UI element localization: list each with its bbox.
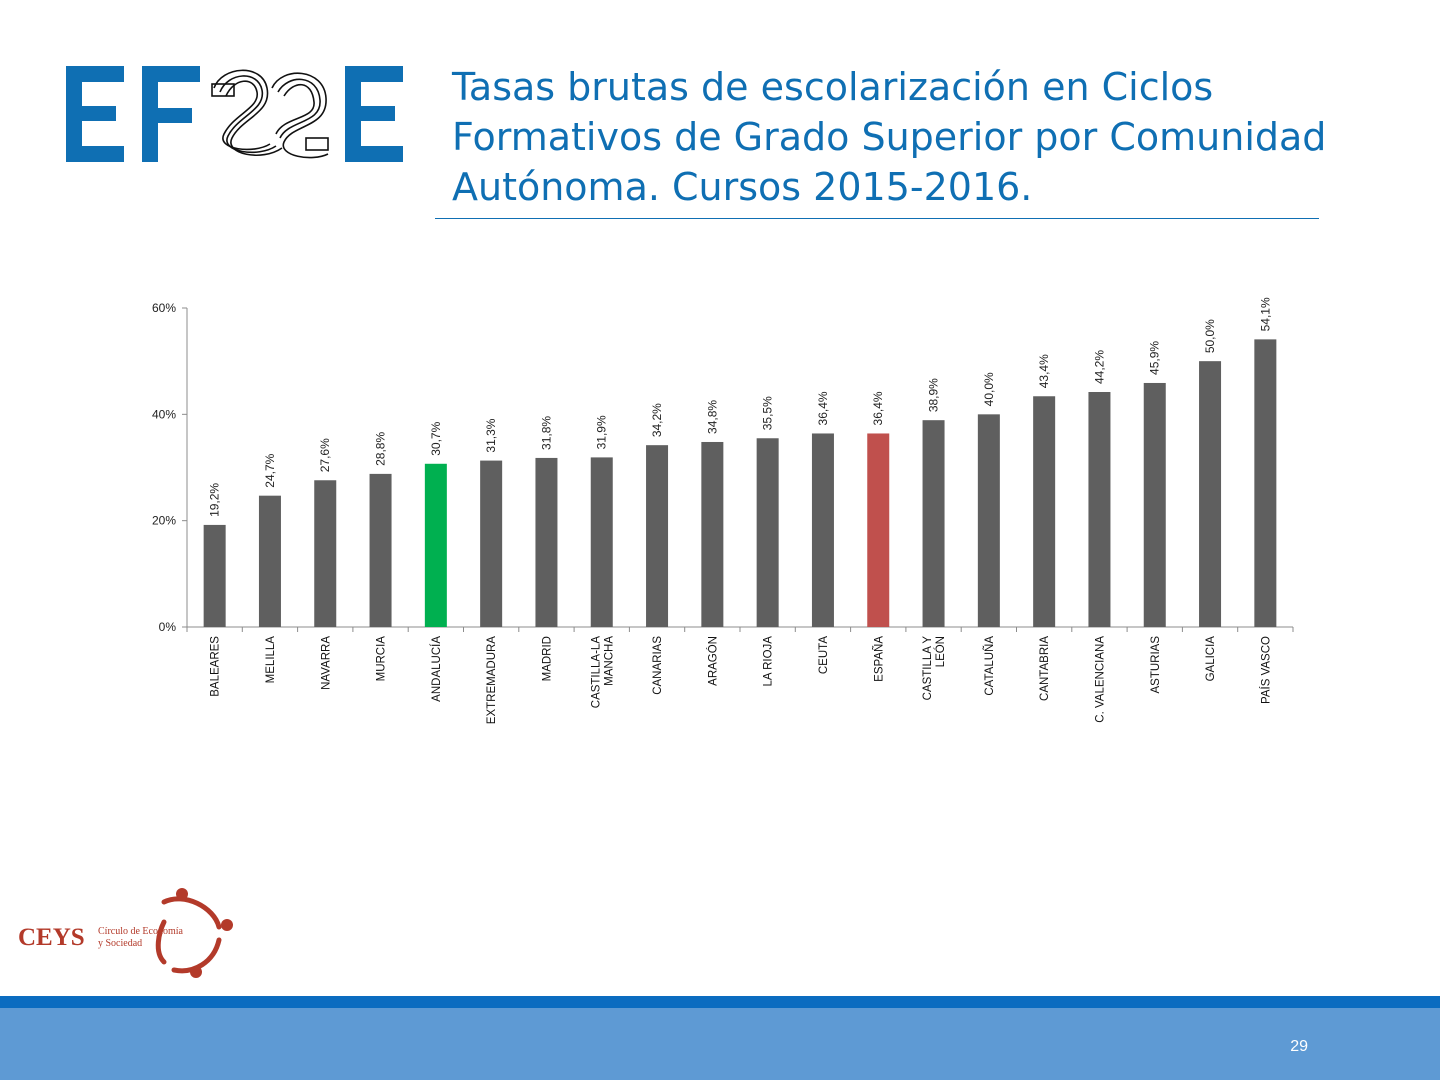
category-label: CATALUÑA xyxy=(983,636,996,696)
bar-data-label: 45,9% xyxy=(1148,341,1162,375)
category-label: MADRID xyxy=(541,636,553,681)
category-label: EXTREMADURA xyxy=(486,636,498,725)
category-label: LEÓN xyxy=(934,636,947,667)
category-label: GALICIA xyxy=(1205,636,1217,682)
bar-data-label: 43,4% xyxy=(1037,354,1051,388)
bar xyxy=(922,420,945,627)
bar xyxy=(867,433,890,627)
ceys-dot-right xyxy=(221,919,233,931)
chart-category-labels: BALEARES MELILLA NAVARRA MURCIA ANDALUCÍA EXT… xyxy=(210,636,1273,725)
y-tick-label: 0% xyxy=(159,620,177,634)
slide-title: Tasas brutas de escolarización en Ciclos… xyxy=(452,62,1332,212)
bar-data-label: 36,4% xyxy=(816,391,830,425)
bar-data-label: 54,1% xyxy=(1258,297,1272,331)
category-label: BALEARES xyxy=(210,636,222,697)
efse-logo xyxy=(66,66,403,162)
bar xyxy=(756,438,779,627)
bar-data-label: 50,0% xyxy=(1203,319,1217,353)
bar xyxy=(1033,396,1056,627)
bar-data-label: 34,2% xyxy=(650,403,664,437)
title-line-2: Formativos de Grado Superior por Comunid… xyxy=(452,115,1327,159)
bar xyxy=(535,457,558,627)
ceys-line-1: Círculo de Economía xyxy=(98,926,184,937)
bar-data-label: 40,0% xyxy=(982,372,996,406)
category-label: PAÍS VASCO xyxy=(1259,636,1272,704)
category-label: NAVARRA xyxy=(320,636,332,690)
y-tick-label: 60% xyxy=(152,301,176,315)
chart-data-labels: 19,2% 24,7% 27,6% 28,8% 30,7% 31,3% 31,8% 31,9%… xyxy=(208,297,1273,517)
ceys-dot-bottom xyxy=(190,966,202,978)
bar-data-label: 31,8% xyxy=(539,416,553,450)
title-line-3: Autónoma. Cursos 2015-2016. xyxy=(452,165,1033,209)
category-label: CASTILLA-LA xyxy=(590,636,602,709)
category-label: ARAGÓN xyxy=(706,636,719,686)
category-label: MURCIA xyxy=(376,636,388,682)
ceys-logo: CEYS Círculo de Economía y Sociedad xyxy=(18,888,233,978)
bar-data-label: 30,7% xyxy=(429,421,443,455)
category-label: MANCHA xyxy=(603,636,615,686)
category-label: CANTABRIA xyxy=(1039,636,1051,701)
bar-data-label: 27,6% xyxy=(318,438,332,472)
bar-data-label: 36,4% xyxy=(871,391,885,425)
footer-accent-line xyxy=(0,996,1440,1008)
bar-data-label: 31,3% xyxy=(484,418,498,452)
bar xyxy=(369,473,392,627)
bar-data-label: 38,9% xyxy=(927,378,941,412)
bar xyxy=(1199,361,1222,627)
bar xyxy=(646,445,669,627)
bar-data-label: 34,8% xyxy=(705,400,719,434)
y-tick-label: 20% xyxy=(152,514,176,528)
category-label: CEUTA xyxy=(818,636,830,674)
bar xyxy=(480,460,503,627)
bar xyxy=(701,441,724,627)
y-tick-label: 40% xyxy=(152,407,176,421)
ceys-dot-top xyxy=(176,888,188,900)
bar xyxy=(811,433,834,627)
page-number: 29 xyxy=(1290,1038,1308,1055)
bar-data-label: 28,8% xyxy=(374,432,388,466)
bar-data-label: 35,5% xyxy=(761,396,775,430)
bar xyxy=(424,463,447,627)
footer-bar: 29 xyxy=(0,1008,1440,1080)
category-label: ASTURIAS xyxy=(1150,636,1162,694)
bar xyxy=(203,524,226,627)
ceys-brand: CEYS xyxy=(18,924,85,951)
category-label: MELILLA xyxy=(265,636,277,684)
bar xyxy=(314,480,337,627)
chart-bars xyxy=(203,339,1277,627)
bar xyxy=(1254,339,1277,627)
bar xyxy=(977,414,1000,627)
category-label: CANARIAS xyxy=(652,636,664,695)
title-line-1: Tasas brutas de escolarización en Ciclos xyxy=(452,65,1214,109)
bar-data-label: 24,7% xyxy=(263,453,277,487)
bar-data-label: 44,2% xyxy=(1092,350,1106,384)
ceys-line-2: y Sociedad xyxy=(98,938,142,949)
category-label: ESPAÑA xyxy=(872,636,885,682)
bar xyxy=(590,457,613,627)
title-divider xyxy=(435,218,1319,219)
bar-data-label: 31,9% xyxy=(595,415,609,449)
category-label: ANDALUCÍA xyxy=(430,636,443,702)
category-label: CASTILLA Y xyxy=(922,636,934,701)
bar xyxy=(1143,382,1166,627)
bar xyxy=(1088,392,1111,627)
category-label: LA RIOJA xyxy=(763,636,775,687)
bar-data-label: 19,2% xyxy=(208,483,222,517)
bar xyxy=(258,495,281,627)
category-label: C. VALENCIANA xyxy=(1094,636,1106,723)
